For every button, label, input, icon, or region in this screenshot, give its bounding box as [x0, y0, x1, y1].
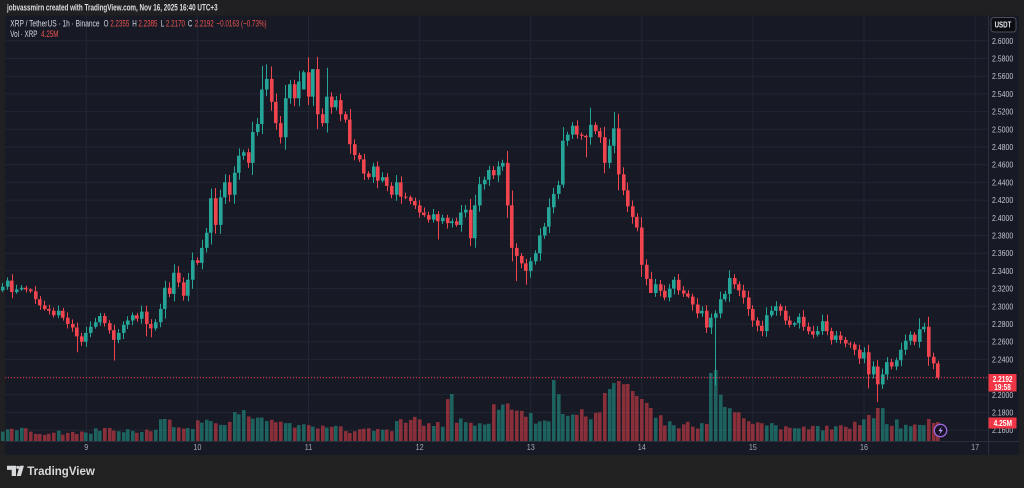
- svg-text:2.3600: 2.3600: [992, 249, 1013, 259]
- svg-text:2.4800: 2.4800: [992, 142, 1013, 152]
- svg-text:2.1600: 2.1600: [992, 426, 1013, 436]
- svg-text:2.4000: 2.4000: [992, 213, 1013, 223]
- svg-text:2.5600: 2.5600: [992, 72, 1013, 82]
- svg-text:4.25M: 4.25M: [994, 418, 1012, 428]
- svg-text:2.5400: 2.5400: [992, 89, 1013, 99]
- svg-text:−0.0163 (−0.73%): −0.0163 (−0.73%): [217, 18, 267, 29]
- svg-text:2.5800: 2.5800: [992, 54, 1013, 64]
- svg-text:2.2000: 2.2000: [992, 390, 1013, 400]
- svg-text:2.4600: 2.4600: [992, 160, 1013, 170]
- svg-text:15: 15: [749, 442, 758, 452]
- svg-text:2.2170: 2.2170: [166, 18, 186, 29]
- svg-text:14: 14: [638, 442, 647, 452]
- svg-text:9: 9: [84, 442, 88, 452]
- svg-text:2.2400: 2.2400: [992, 355, 1013, 365]
- svg-text:13: 13: [527, 442, 536, 452]
- svg-text:jobvassmirn created with Tradi: jobvassmirn created with TradingView.com…: [6, 2, 218, 12]
- svg-text:2.3200: 2.3200: [992, 284, 1013, 294]
- svg-text:2.1800: 2.1800: [992, 408, 1013, 418]
- svg-text:Vol · XRP: Vol · XRP: [10, 29, 37, 40]
- svg-text:2.2192: 2.2192: [195, 18, 215, 29]
- svg-text:17: 17: [971, 442, 979, 452]
- svg-text:L: L: [161, 18, 165, 29]
- svg-text:2.2192: 2.2192: [993, 374, 1013, 384]
- svg-text:4.25M: 4.25M: [41, 29, 59, 40]
- svg-text:2.3400: 2.3400: [992, 266, 1013, 276]
- svg-text:12: 12: [416, 442, 424, 452]
- svg-text:2.4400: 2.4400: [992, 178, 1013, 188]
- svg-text:2.3800: 2.3800: [992, 231, 1013, 241]
- svg-text:2.2800: 2.2800: [992, 319, 1013, 329]
- svg-text:16: 16: [860, 442, 869, 452]
- svg-text:2.2600: 2.2600: [992, 337, 1013, 347]
- svg-text:TradingView: TradingView: [27, 466, 95, 478]
- svg-text:H: H: [132, 18, 137, 29]
- svg-text:2.6000: 2.6000: [992, 36, 1013, 46]
- svg-text:O: O: [104, 18, 109, 29]
- svg-text:2.5000: 2.5000: [992, 125, 1013, 135]
- svg-text:2.5200: 2.5200: [992, 107, 1013, 117]
- svg-text:2.4200: 2.4200: [992, 195, 1013, 205]
- svg-text:2.2385: 2.2385: [138, 18, 158, 29]
- svg-text:2.2355: 2.2355: [110, 18, 130, 29]
- svg-text:C: C: [188, 18, 193, 29]
- svg-text:11: 11: [305, 442, 312, 452]
- svg-text:19:58: 19:58: [994, 382, 1010, 392]
- svg-text:USDT: USDT: [995, 21, 1012, 30]
- svg-text:XRP / TetherUS · 1h · Binance: XRP / TetherUS · 1h · Binance: [10, 18, 100, 28]
- svg-text:2.3000: 2.3000: [992, 302, 1013, 312]
- svg-text:10: 10: [193, 442, 202, 452]
